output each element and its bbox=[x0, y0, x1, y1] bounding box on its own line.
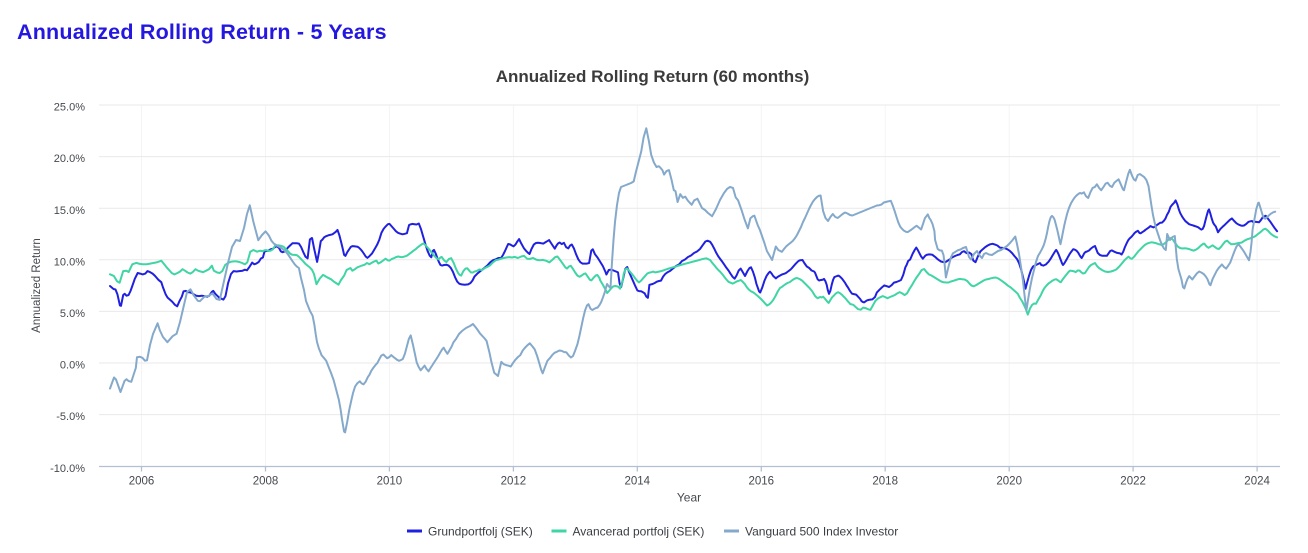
svg-text:20.0%: 20.0% bbox=[54, 153, 85, 165]
svg-text:Annualized Return: Annualized Return bbox=[31, 238, 43, 333]
svg-text:2012: 2012 bbox=[501, 476, 527, 488]
svg-text:2018: 2018 bbox=[872, 476, 898, 488]
svg-text:Grundportfolj (SEK): Grundportfolj (SEK) bbox=[428, 525, 533, 539]
svg-text:2010: 2010 bbox=[377, 476, 403, 488]
svg-text:Annualized Rolling Return (60: Annualized Rolling Return (60 months) bbox=[496, 67, 810, 86]
svg-text:2008: 2008 bbox=[253, 476, 279, 488]
svg-text:10.0%: 10.0% bbox=[54, 256, 85, 268]
svg-text:2016: 2016 bbox=[749, 476, 775, 488]
svg-text:0.0%: 0.0% bbox=[60, 360, 85, 372]
svg-text:-10.0%: -10.0% bbox=[50, 463, 85, 475]
svg-text:15.0%: 15.0% bbox=[54, 205, 85, 217]
svg-text:2024: 2024 bbox=[1244, 476, 1270, 488]
svg-text:Avancerad portfolj (SEK): Avancerad portfolj (SEK) bbox=[573, 525, 705, 539]
svg-text:25.0%: 25.0% bbox=[54, 102, 85, 114]
svg-text:2022: 2022 bbox=[1120, 476, 1146, 488]
svg-text:Vanguard 500 Index Investor: Vanguard 500 Index Investor bbox=[745, 525, 898, 539]
svg-text:-5.0%: -5.0% bbox=[56, 411, 85, 423]
svg-text:5.0%: 5.0% bbox=[60, 308, 85, 320]
svg-text:2014: 2014 bbox=[625, 476, 651, 488]
svg-text:Year: Year bbox=[677, 491, 701, 505]
svg-text:2006: 2006 bbox=[129, 476, 155, 488]
svg-text:2020: 2020 bbox=[996, 476, 1022, 488]
